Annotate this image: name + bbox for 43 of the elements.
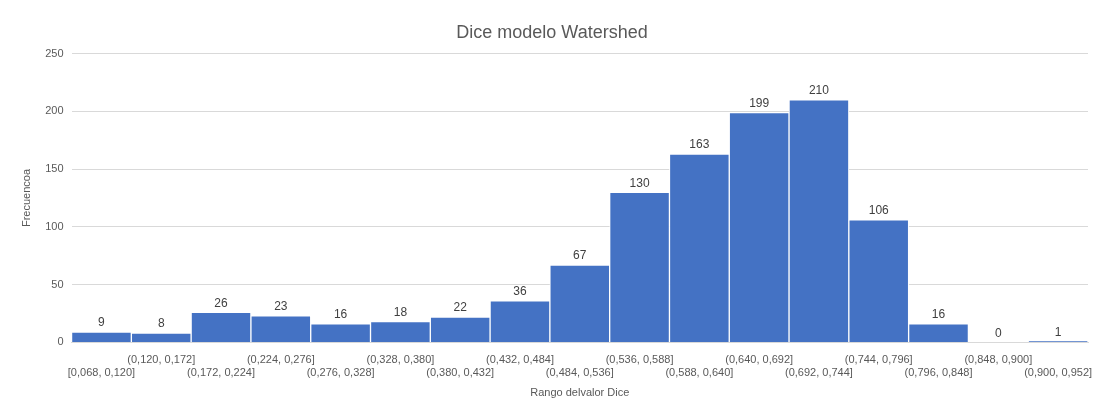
- y-tick-label: 200: [45, 104, 64, 117]
- x-tick-label: (0,484, 0,536]: [545, 366, 614, 379]
- data-label: 1: [1054, 324, 1062, 339]
- y-tick-label: 100: [45, 219, 64, 232]
- x-tick-label: (0,536, 0,588]: [605, 353, 674, 366]
- data-label: 163: [689, 137, 710, 152]
- x-tick-label: (0,224, 0,276]: [246, 353, 315, 366]
- y-tick-label: 150: [45, 162, 64, 175]
- x-tick-label: [0,068, 0,120]: [67, 366, 136, 379]
- y-tick-label: 0: [57, 335, 64, 348]
- data-label: 106: [868, 203, 890, 218]
- data-label: 16: [333, 307, 348, 322]
- x-tick-label: (0,848, 0,900]: [964, 353, 1033, 366]
- x-tick-label: (0,796, 0,848]: [904, 366, 973, 379]
- x-tick-label: (0,588, 0,640]: [665, 366, 734, 379]
- y-axis-title: Frecuencoa: [19, 168, 32, 228]
- data-label: 9: [98, 315, 106, 330]
- x-tick-label: (0,120, 0,172]: [127, 353, 196, 366]
- data-label: 23: [274, 299, 288, 314]
- chart-title: Dice modelo Watershed: [456, 21, 648, 42]
- x-tick-label: (0,328, 0,380]: [366, 353, 435, 366]
- data-label: 210: [808, 83, 830, 98]
- data-label: 0: [994, 325, 1002, 340]
- data-label: 26: [214, 295, 229, 310]
- data-label: 16: [931, 307, 946, 322]
- data-label: 130: [629, 175, 650, 190]
- data-label: 67: [573, 248, 587, 263]
- x-tick-label: (0,640, 0,692]: [725, 353, 794, 366]
- x-tick-label: (0,692, 0,744]: [785, 366, 853, 379]
- x-tick-label: (0,900, 0,952]: [1024, 366, 1093, 379]
- y-tick-label: 250: [45, 46, 64, 59]
- x-tick-label: (0,744, 0,796]: [844, 353, 913, 366]
- x-tick-label: (0,276, 0,328]: [306, 366, 375, 379]
- data-label: 8: [157, 316, 165, 331]
- y-tick-label: 50: [51, 277, 64, 290]
- data-label: 36: [513, 284, 527, 299]
- data-label: 199: [749, 95, 770, 110]
- x-tick-label: (0,432, 0,484]: [486, 353, 554, 366]
- x-axis-title: Rango delvalor Dice: [530, 386, 630, 399]
- data-label: 18: [393, 304, 408, 319]
- data-label: 22: [453, 300, 468, 315]
- x-tick-label: (0,380, 0,432]: [426, 366, 495, 379]
- x-tick-label: (0,172, 0,224]: [187, 366, 255, 379]
